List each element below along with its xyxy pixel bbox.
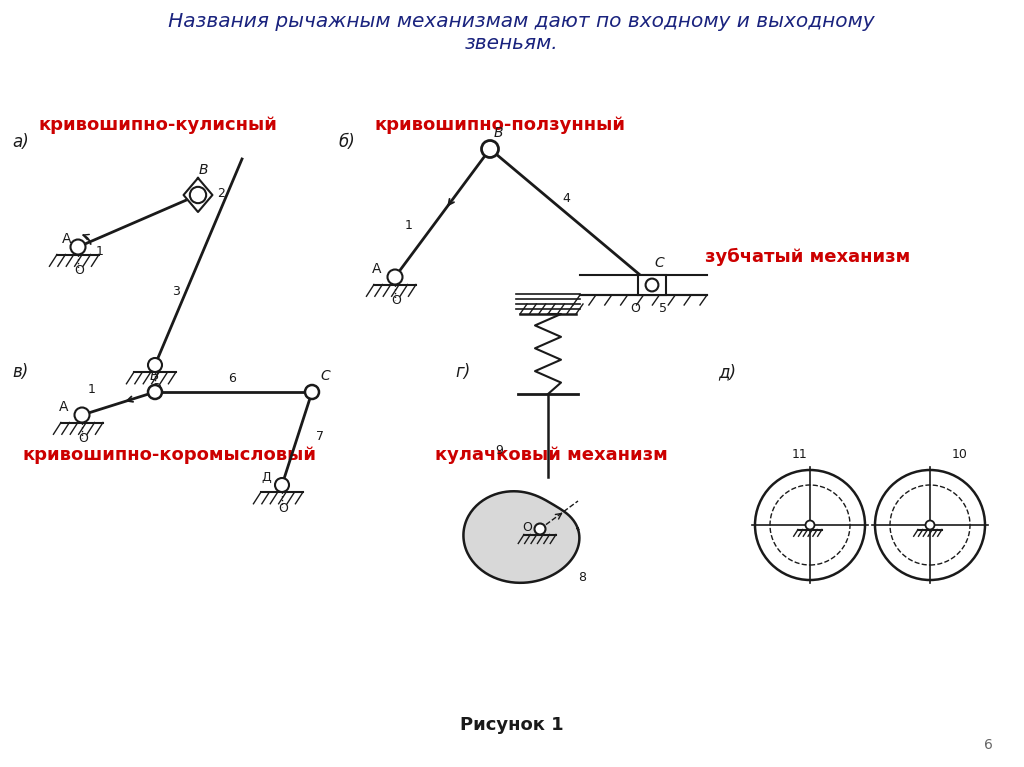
Text: г): г) xyxy=(455,363,470,381)
Text: кулачковый механизм: кулачковый механизм xyxy=(435,446,668,464)
Text: 1: 1 xyxy=(96,245,103,258)
Circle shape xyxy=(275,478,289,492)
Text: O: O xyxy=(926,537,935,547)
Text: 3: 3 xyxy=(172,285,180,298)
Circle shape xyxy=(645,278,658,291)
Text: O: O xyxy=(522,521,531,534)
Circle shape xyxy=(926,521,935,529)
Circle shape xyxy=(535,524,546,535)
Text: в): в) xyxy=(12,363,29,381)
Text: зубчатый механизм: зубчатый механизм xyxy=(705,248,910,266)
Text: кривошипно-кулисный: кривошипно-кулисный xyxy=(38,116,276,134)
Bar xyxy=(638,275,666,295)
Text: 1: 1 xyxy=(406,219,413,232)
Text: 6: 6 xyxy=(984,738,992,752)
Text: 5: 5 xyxy=(659,302,667,315)
Text: B: B xyxy=(199,163,209,177)
Text: Названия рычажным механизмам дают по входному и выходному
звеньям.: Названия рычажным механизмам дают по вхо… xyxy=(150,12,874,53)
Circle shape xyxy=(148,385,162,399)
Text: A: A xyxy=(59,400,69,414)
Text: O: O xyxy=(630,302,640,315)
Circle shape xyxy=(71,239,85,255)
Circle shape xyxy=(75,407,89,423)
Circle shape xyxy=(148,358,162,372)
Text: B: B xyxy=(494,126,504,140)
Circle shape xyxy=(806,521,814,529)
Text: A: A xyxy=(372,262,382,276)
Text: кривошипно-коромысловый: кривошипно-коромысловый xyxy=(22,446,316,464)
Circle shape xyxy=(189,187,206,203)
Circle shape xyxy=(481,140,499,157)
Text: O: O xyxy=(74,264,84,277)
Text: O: O xyxy=(391,294,400,307)
Text: O: O xyxy=(78,432,88,445)
Text: 6: 6 xyxy=(228,372,237,385)
Text: B: B xyxy=(150,369,160,383)
Text: 8: 8 xyxy=(578,571,586,584)
Text: б): б) xyxy=(338,133,354,151)
Text: 9: 9 xyxy=(495,444,503,457)
Circle shape xyxy=(387,269,402,285)
Text: Д: Д xyxy=(261,471,270,484)
Text: O: O xyxy=(806,537,815,547)
Circle shape xyxy=(755,470,865,580)
Text: Рисунок 1: Рисунок 1 xyxy=(460,716,564,734)
Text: O: O xyxy=(278,502,288,515)
Text: 10: 10 xyxy=(952,448,968,461)
Text: O: O xyxy=(151,382,161,395)
Text: 7: 7 xyxy=(316,430,324,443)
Circle shape xyxy=(874,470,985,580)
Polygon shape xyxy=(464,491,580,583)
Text: д): д) xyxy=(718,363,736,381)
Text: 2: 2 xyxy=(217,187,225,200)
Circle shape xyxy=(305,385,319,399)
Text: 1: 1 xyxy=(88,383,96,396)
Text: а): а) xyxy=(12,133,29,151)
Text: C: C xyxy=(319,369,330,383)
Text: 4: 4 xyxy=(562,192,570,205)
Text: 11: 11 xyxy=(792,448,808,461)
Polygon shape xyxy=(183,178,212,212)
Text: A: A xyxy=(62,232,72,246)
Text: C: C xyxy=(654,256,664,270)
Text: кривошипно-ползунный: кривошипно-ползунный xyxy=(375,116,626,134)
